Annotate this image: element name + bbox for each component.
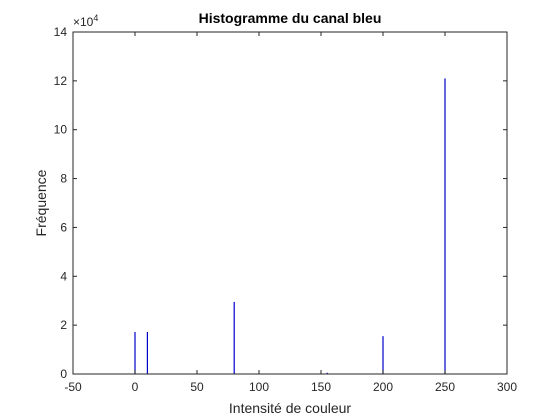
histogram-bar — [326, 372, 328, 374]
histogram-bar — [146, 331, 148, 374]
x-tick-label: 100 — [249, 380, 269, 394]
x-tick-label: 200 — [373, 380, 393, 394]
y-tick-label: 2 — [60, 318, 67, 332]
y-axis-title: Fréquence — [33, 169, 49, 236]
y-tick-label: 12 — [54, 74, 68, 88]
plot-area — [73, 32, 507, 374]
histogram-bar — [382, 336, 384, 374]
x-tick-label: -50 — [64, 380, 82, 394]
y-tick-label: 4 — [60, 269, 67, 283]
y-exponent-base: ×10 — [73, 15, 94, 29]
x-tick-label: 150 — [311, 380, 331, 394]
x-axis-title: Intensité de couleur — [229, 400, 352, 416]
y-tick-label: 0 — [60, 367, 67, 381]
x-ticks-group: -50 0 50 100 150 200 250 300 — [64, 32, 517, 394]
y-tick-label: 6 — [60, 220, 67, 234]
y-tick-label: 10 — [54, 123, 68, 137]
x-tick-label: 0 — [132, 380, 139, 394]
axes-box — [72, 31, 508, 375]
bars-group — [134, 78, 446, 374]
y-exponent-power: 4 — [93, 13, 98, 23]
chart-title: Histogramme du canal bleu — [199, 10, 382, 26]
y-tick-label: 14 — [54, 25, 68, 39]
histogram-bar — [134, 331, 136, 374]
y-ticks-group: 0 2 4 6 8 10 12 14 — [54, 25, 507, 381]
x-tick-label: 50 — [190, 380, 204, 394]
x-tick-label: 250 — [435, 380, 455, 394]
y-tick-label: 8 — [60, 172, 67, 186]
x-tick-label: 300 — [497, 380, 517, 394]
histogram-bar — [444, 78, 446, 374]
y-exponent-label: ×104 — [73, 13, 98, 29]
histogram-bar — [233, 301, 235, 374]
